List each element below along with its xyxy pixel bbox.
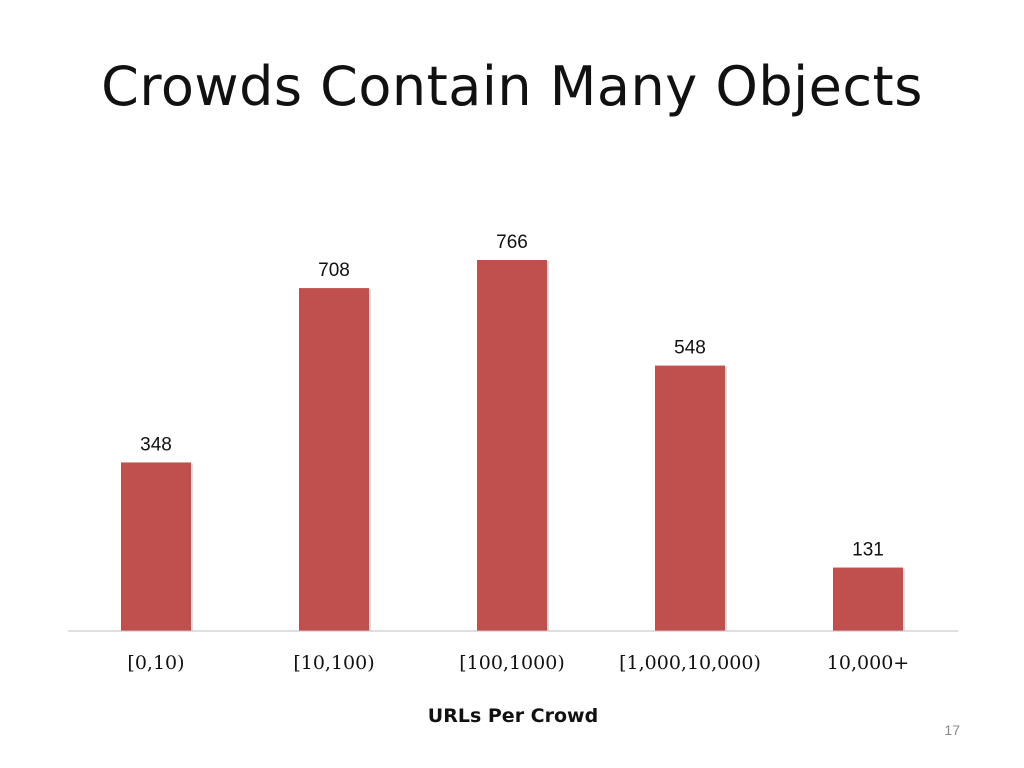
- value-labels-layer: 348 708 766 548 131: [140, 232, 884, 561]
- bar-value-label: 548: [674, 338, 706, 359]
- slide-number: 17: [944, 722, 960, 738]
- bar: [121, 462, 191, 631]
- bar: [655, 365, 725, 631]
- bars-layer: [121, 260, 905, 631]
- bar: [477, 260, 547, 631]
- x-tick-label: 10,000+: [827, 652, 909, 674]
- x-tick-label: [100,1000): [459, 652, 564, 674]
- bar: [299, 288, 369, 631]
- bar-value-label: 131: [852, 540, 884, 561]
- bar-value-label: 348: [140, 434, 172, 455]
- x-tick-label: [10,100): [293, 652, 374, 674]
- bar-value-label: 766: [496, 232, 528, 253]
- bar: [833, 567, 903, 631]
- x-axis-title: URLs Per Crowd: [428, 705, 598, 727]
- x-tick-labels-layer: [0,10) [10,100) [100,1000) [1,000,10,000) 10…: [127, 652, 909, 674]
- bar-value-label: 708: [318, 260, 350, 281]
- x-tick-label: [1,000,10,000): [619, 652, 761, 674]
- x-tick-label: [0,10): [127, 652, 184, 674]
- slide-title: Crowds Contain Many Objects: [101, 55, 923, 118]
